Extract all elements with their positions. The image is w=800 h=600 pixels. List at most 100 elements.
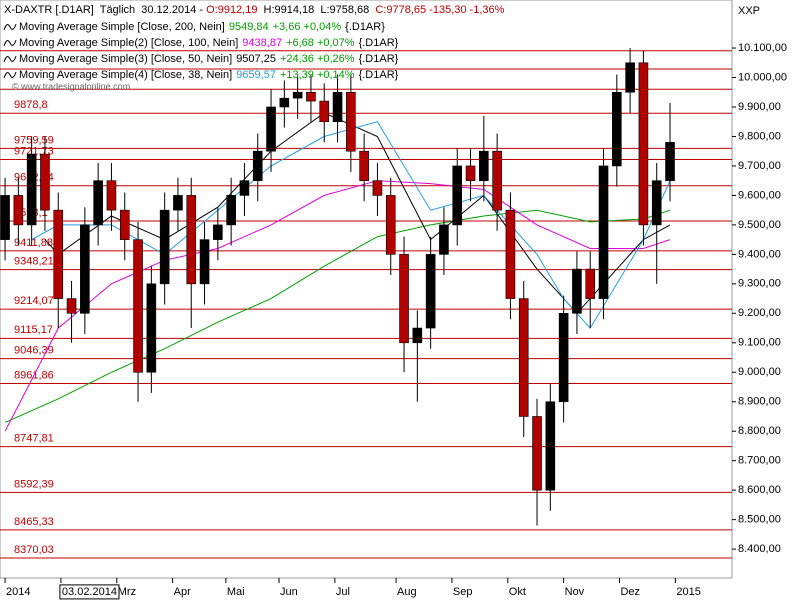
- y-tick-label: 8.600,00: [738, 484, 781, 496]
- y-tick-label: 8.500,00: [738, 514, 781, 526]
- candle-body: [399, 254, 409, 344]
- candle-body: [66, 298, 77, 314]
- y-tick-label: 9.500,00: [738, 219, 781, 231]
- candle-body: [40, 153, 50, 211]
- legend-change: +6,68 +0,07%: [286, 37, 355, 49]
- legend-entry: Moving Average Simple(4) [Close, 38, Nei…: [19, 69, 399, 81]
- legend-value: 9659,57: [236, 69, 276, 81]
- candle-body: [186, 195, 197, 285]
- candle-body: [452, 165, 463, 226]
- candle-body: [598, 165, 609, 299]
- legend-tag: {.D1AR}: [359, 53, 399, 65]
- level-label: 8370,03: [14, 544, 54, 556]
- legend-tag: {.D1AR}: [359, 69, 399, 81]
- candle-body: [213, 224, 223, 240]
- y-tick-label: 10.100,00: [738, 42, 787, 54]
- candle-body: [425, 254, 436, 329]
- y-tick-label: 9.200,00: [738, 307, 781, 319]
- legend-icon: [3, 71, 17, 79]
- x-tick-label: Jun: [280, 586, 298, 598]
- candle-body: [292, 91, 303, 99]
- x-tick-label: Aug: [397, 586, 417, 598]
- legend-icon: [3, 55, 17, 63]
- y-tick-label: 10.000,00: [738, 71, 787, 83]
- candle-body: [159, 209, 170, 285]
- candle-body: [505, 209, 516, 299]
- candle-body: [359, 150, 369, 181]
- candle-body: [625, 62, 635, 93]
- candle-body: [372, 180, 383, 196]
- y-tick-label: 9.900,00: [738, 101, 781, 113]
- y-tick-label: 9.300,00: [738, 278, 781, 290]
- x-tick-label: Apr: [174, 586, 191, 598]
- candle-body: [133, 239, 143, 373]
- y-tick-label: 8.700,00: [738, 455, 781, 467]
- y-tick-label: 8.800,00: [738, 425, 781, 437]
- low-label: L:9758,68: [320, 4, 369, 16]
- candle-body: [412, 327, 423, 344]
- plot-area: [0, 0, 733, 579]
- level-label: 9348,21: [14, 256, 54, 268]
- candle-body: [106, 180, 117, 211]
- candle-body: [651, 180, 662, 226]
- candle-body: [199, 239, 210, 285]
- candle-body: [585, 268, 596, 299]
- header: X-DAXTR [.D1AR] Täglich 30.12.2014 - O:9…: [4, 4, 505, 16]
- x-tick-label: 2014: [6, 586, 30, 598]
- candle-body: [0, 195, 10, 240]
- level-label: 9878,8: [14, 99, 48, 111]
- candle-body: [439, 224, 449, 255]
- level-label: 9115,17: [14, 324, 53, 336]
- candle-body: [93, 180, 103, 226]
- y-tick-label: 9.800,00: [738, 130, 781, 142]
- x-tick-label: Okt: [509, 586, 526, 598]
- candle-body: [532, 416, 542, 491]
- legend-value: 9507,25: [236, 53, 276, 65]
- legend-value: 9549,84: [229, 21, 269, 33]
- y-tick-label: 8.900,00: [738, 396, 781, 408]
- period: Täglich: [100, 4, 135, 16]
- level-label: 8747,81: [14, 433, 54, 445]
- x-tick-label: Dez: [620, 586, 640, 598]
- open-label: O:9912,19: [206, 4, 257, 16]
- candle-body: [518, 298, 529, 417]
- x-tick-label: Sep: [453, 586, 473, 598]
- x-tick-label: Nov: [565, 586, 585, 598]
- y-tick-label: 9.000,00: [738, 366, 781, 378]
- candle-body: [306, 91, 316, 102]
- candle-body: [173, 195, 183, 211]
- legend-change: +13,39 +0,14%: [280, 69, 355, 81]
- moving-average-line: [4, 180, 671, 432]
- legend-change: +24,36 +0,26%: [280, 53, 355, 65]
- level-label: 9046,39: [14, 344, 54, 356]
- legend-tag: {.D1AR}: [359, 37, 399, 49]
- candle-body: [492, 150, 502, 211]
- moving-average-line: [4, 209, 671, 423]
- legend-name: Moving Average Simple(4) [Close, 38, Nei…: [19, 69, 232, 81]
- candle-body: [479, 150, 489, 181]
- level-label: 9411,88: [14, 237, 53, 249]
- symbol: X-DAXTR [.D1AR]: [4, 4, 94, 16]
- legend-entry: Moving Average Simple [Close, 200, Nein]…: [19, 21, 385, 33]
- candle-body: [239, 180, 250, 196]
- x-tick-label: Jul: [336, 586, 350, 598]
- legend-entry: Moving Average Simple(2) [Close, 100, Ne…: [19, 37, 399, 49]
- y-tick-label: 9.100,00: [738, 337, 781, 349]
- y-tick-label: 9.600,00: [738, 189, 781, 201]
- candle-body: [385, 195, 396, 255]
- y-tick-label: 8.400,00: [738, 543, 781, 555]
- close-label: C:9778,65 -135,30 -1,36%: [375, 4, 504, 16]
- legend-name: Moving Average Simple(3) [Close, 50, Nei…: [19, 53, 232, 65]
- candle-body: [332, 91, 343, 123]
- y-tick-label: 9.700,00: [738, 160, 781, 172]
- date: 30.12.2014 -: [141, 4, 203, 16]
- legend-icon: [3, 23, 17, 31]
- legend-value: 9438,87: [242, 37, 282, 49]
- candle-body: [279, 97, 290, 108]
- candle-body: [572, 268, 582, 314]
- legend-icon: [3, 39, 17, 47]
- legend-entry: Moving Average Simple(3) [Close, 50, Nei…: [19, 53, 399, 65]
- candle-body: [558, 313, 569, 403]
- candle-body: [146, 283, 157, 373]
